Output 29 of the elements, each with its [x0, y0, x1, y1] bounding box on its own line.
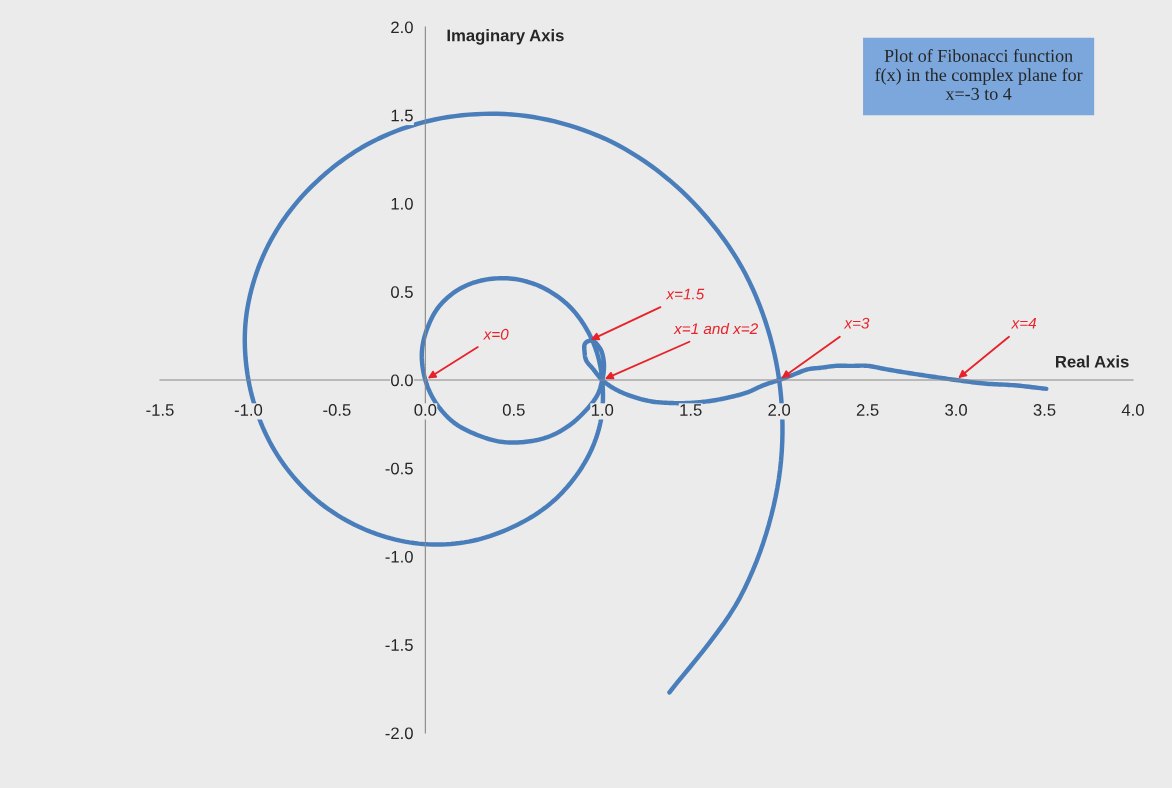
x-tick-label: 2.0 [768, 404, 791, 416]
text: Plot of Fibonacci function f(x) in the complex plane for x=-3 to 4 [875, 49, 1083, 100]
annotation: x=3 [843, 317, 870, 329]
x-tick-label: 0.0 [414, 404, 437, 416]
y-tick-label: 1.5 [391, 109, 413, 122]
annotation: x=1 and x=2 [673, 322, 758, 335]
y-tick-label: 0.0 [391, 374, 413, 387]
x-tick-label: 4.0 [1121, 404, 1144, 416]
x-tick-label: -1.0 [234, 404, 263, 416]
annotation: x=1.5 [665, 288, 705, 300]
x-tick-label: 3.5 [1033, 404, 1056, 416]
y-tick-label: -2.0 [385, 727, 413, 740]
x-tick-label: 3.0 [945, 404, 967, 416]
x-tick-label: -0.5 [323, 404, 351, 416]
y-tick-label: 2.0 [391, 21, 413, 34]
x-axis-title: Real Axis [1056, 355, 1129, 368]
y-tick-label: -1.5 [385, 639, 413, 651]
y-axis-title: Imaginary Axis [447, 29, 564, 45]
x-tick-label: 2.5 [856, 404, 879, 416]
x-tick-label: 1.5 [680, 404, 702, 416]
x-tick-label: -1.5 [146, 404, 174, 416]
annotation: x=0 [483, 328, 509, 340]
y-tick-label: -0.5 [385, 462, 413, 475]
y-tick-label: 1.0 [391, 197, 413, 210]
annotation: x=4 [1010, 317, 1037, 329]
x-tick-label: 1.0 [591, 404, 614, 416]
y-tick-label: 0.5 [391, 286, 413, 298]
x-tick-label: 0.5 [502, 404, 525, 416]
y-tick-label: -1.0 [385, 550, 413, 563]
